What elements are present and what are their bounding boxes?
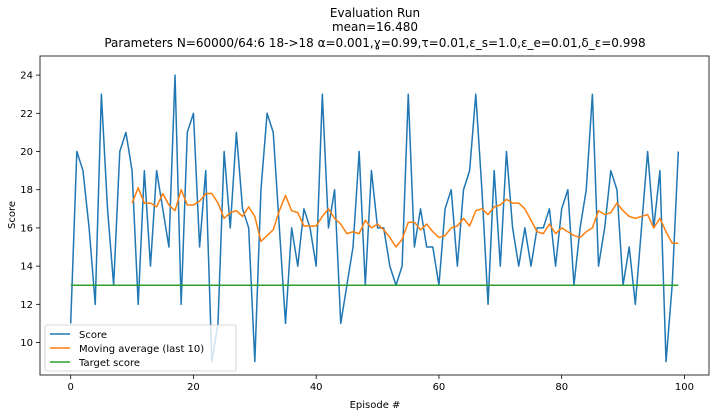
y-axis: 10 12 14 16 18 20 22 24 bbox=[20, 71, 40, 349]
y-axis-label: Score bbox=[7, 201, 18, 229]
legend-label-target-score: Target score bbox=[78, 358, 140, 369]
series-line-score bbox=[69, 74, 680, 363]
x-axis-label: Episode # bbox=[350, 400, 401, 411]
y-tick-label: 16 bbox=[20, 223, 33, 234]
chart-subtitle-parameters: Parameters N=60000/64:6 18->18 α=0.001,ɣ… bbox=[104, 36, 645, 50]
y-tick-label: 22 bbox=[20, 109, 33, 120]
y-tick-label: 20 bbox=[20, 147, 33, 158]
x-tick-label: 40 bbox=[310, 382, 323, 393]
series-line-moving-average-last-10 bbox=[131, 187, 679, 248]
legend: Score Moving average (last 10) Target sc… bbox=[44, 324, 237, 372]
x-tick-label: 60 bbox=[433, 382, 446, 393]
chart-title: Evaluation Run bbox=[330, 6, 420, 20]
x-tick-label: 0 bbox=[68, 382, 74, 393]
x-tick-label: 100 bbox=[675, 382, 694, 393]
legend-label-score: Score bbox=[79, 330, 107, 341]
x-tick-label: 20 bbox=[187, 382, 200, 393]
legend-label-moving-average: Moving average (last 10) bbox=[79, 344, 204, 355]
x-tick-label: 80 bbox=[555, 382, 568, 393]
y-tick-label: 24 bbox=[20, 71, 33, 82]
legend-box bbox=[44, 324, 237, 372]
axes-frame bbox=[39, 55, 710, 376]
x-axis: 0 20 40 60 80 100 bbox=[68, 375, 694, 393]
chart-subtitle-mean: mean=16.480 bbox=[332, 20, 418, 34]
y-tick-label: 12 bbox=[20, 300, 33, 311]
y-tick-label: 10 bbox=[20, 338, 33, 349]
y-tick-label: 14 bbox=[20, 262, 33, 273]
y-tick-label: 18 bbox=[20, 185, 33, 196]
plot-area bbox=[69, 74, 680, 363]
